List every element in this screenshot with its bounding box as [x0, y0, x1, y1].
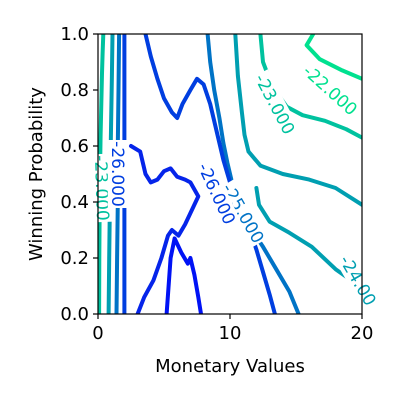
y-tick-label: 1.0: [60, 24, 89, 45]
y-tick-label: 0.2: [60, 248, 89, 269]
x-axis-label: Monetary Values: [155, 356, 305, 377]
x-tick-label: 20: [351, 323, 374, 344]
y-tick-label: 0.0: [60, 304, 89, 325]
x-axis-ticks: 0 10 20: [92, 314, 373, 344]
contour-label-2: -23.000: [90, 155, 112, 221]
x-tick-label: 0: [92, 323, 103, 344]
contour-label-bg-6: [107, 140, 128, 208]
contour-label-bg-3: [332, 245, 384, 315]
y-axis-ticks: 0.0 0.2 0.4 0.6 0.8 1.0: [60, 24, 98, 325]
contour-label-bg-4: [217, 178, 269, 248]
contour-line-6-0: [164, 236, 203, 314]
contour-line-2-1: [233, 34, 362, 207]
contour-label-6: -26.000: [107, 141, 127, 207]
y-tick-label: 0.6: [60, 136, 89, 157]
contour-line-0-0: [304, 34, 362, 81]
contour-label-bg-2: [90, 153, 114, 223]
contour-line-1-0: [98, 34, 106, 314]
contour-line-5-0: [129, 144, 201, 314]
y-axis-label: Winning Probability: [26, 87, 47, 261]
y-tick-label: 0.4: [60, 192, 89, 213]
y-tick-label: 0.8: [60, 80, 89, 101]
x-tick-label: 10: [219, 323, 242, 344]
contour-label-bg-1: [250, 69, 300, 139]
contour-label-bg-5: [193, 158, 241, 229]
contour-label-bg-0: [298, 59, 363, 121]
